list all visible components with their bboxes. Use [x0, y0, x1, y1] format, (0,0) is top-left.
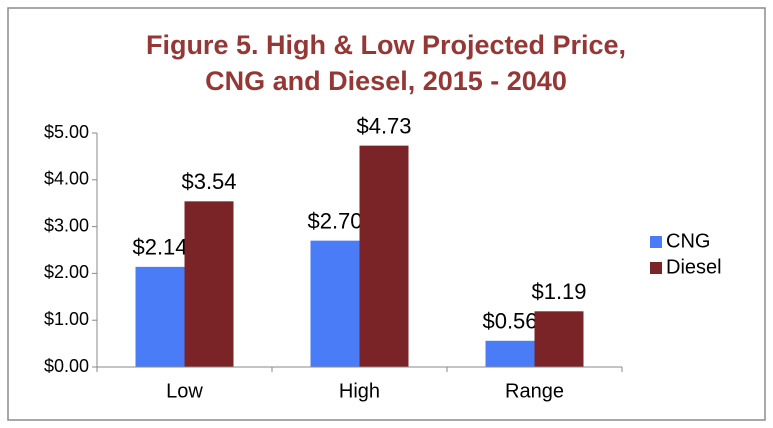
y-tick-label: $2.00: [44, 262, 89, 282]
value-label: $3.54: [181, 169, 236, 194]
legend-label: CNG: [666, 230, 710, 252]
legend-swatch: [650, 262, 662, 274]
value-label: $2.70: [307, 208, 362, 233]
bar: [485, 340, 535, 367]
chart-title: CNG and Diesel, 2015 - 2040: [205, 66, 567, 96]
y-tick-label: $4.00: [44, 169, 89, 189]
bar: [135, 266, 185, 367]
x-tick-label: Low: [166, 380, 203, 402]
bar: [184, 201, 234, 367]
bar: [310, 240, 360, 367]
y-tick-label: $1.00: [44, 309, 89, 329]
bar: [359, 145, 409, 367]
y-tick-label: $3.00: [44, 215, 89, 235]
value-label: $0.56: [482, 309, 537, 334]
x-tick-label: Range: [505, 380, 564, 402]
bar: [534, 311, 584, 367]
x-tick-label: High: [339, 380, 380, 402]
legend-label: Diesel: [666, 256, 722, 278]
y-tick-label: $5.00: [44, 122, 89, 142]
chart-title: Figure 5. High & Low Projected Price,: [146, 30, 626, 60]
value-label: $2.14: [132, 235, 187, 260]
legend-swatch: [650, 236, 662, 248]
y-tick-label: $0.00: [44, 356, 89, 376]
value-label: $4.73: [356, 113, 411, 138]
value-label: $1.19: [531, 279, 586, 304]
